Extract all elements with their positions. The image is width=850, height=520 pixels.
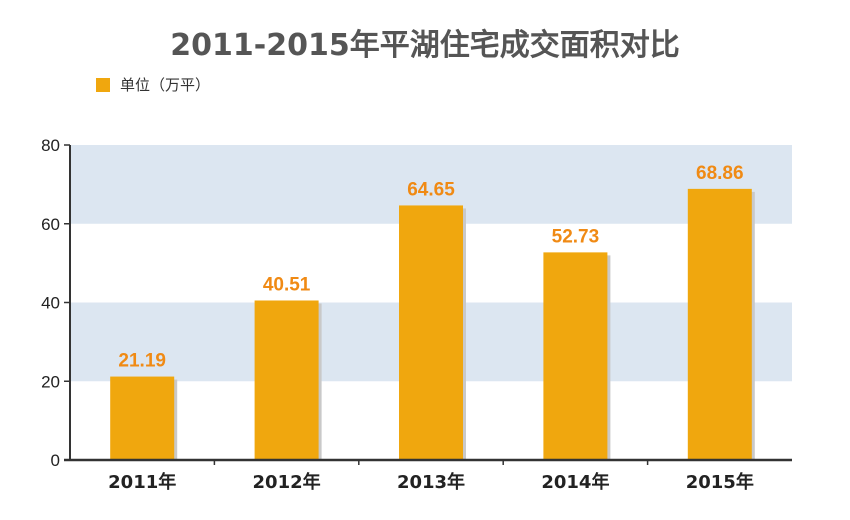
bar-2014年 bbox=[543, 252, 608, 460]
legend-label: 单位（万平） bbox=[120, 76, 211, 94]
bars-group bbox=[110, 188, 755, 460]
value-label: 64.65 bbox=[407, 179, 455, 200]
x-tick-label: 2011年 bbox=[108, 471, 176, 493]
chart-title: 2011-2015年平湖住宅成交面积对比 bbox=[170, 28, 680, 63]
y-tick-label: 40 bbox=[41, 294, 60, 313]
value-label: 40.51 bbox=[263, 274, 311, 295]
labels-group: 21.19 2011年 40.51 2012年 64.65 2013年 52.73 2014年… bbox=[41, 136, 754, 493]
bar-2011年 bbox=[110, 376, 175, 460]
x-tick-label: 2012年 bbox=[253, 471, 321, 493]
y-tick-label: 20 bbox=[41, 372, 60, 391]
bar-2012年 bbox=[254, 300, 319, 460]
bar-2015年 bbox=[687, 188, 752, 460]
value-label: 68.86 bbox=[696, 163, 744, 184]
axes-group bbox=[64, 144, 792, 465]
legend-swatch bbox=[96, 77, 110, 92]
y-tick-label: 0 bbox=[51, 451, 60, 470]
legend: 单位（万平） bbox=[96, 74, 210, 95]
x-tick-label: 2014年 bbox=[541, 471, 609, 493]
x-tick-label: 2015年 bbox=[686, 471, 754, 493]
value-label: 52.73 bbox=[552, 226, 600, 247]
value-label: 21.19 bbox=[118, 351, 166, 372]
x-tick-label: 2013年 bbox=[397, 471, 465, 493]
bar-2013年 bbox=[399, 205, 463, 460]
y-tick-label: 60 bbox=[41, 215, 60, 234]
y-tick-label: 80 bbox=[41, 136, 60, 155]
